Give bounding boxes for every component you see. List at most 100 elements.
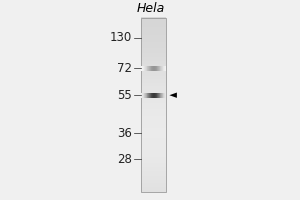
Bar: [141, 54, 167, 56]
Bar: [141, 91, 167, 93]
Bar: [158, 93, 159, 98]
Bar: [145, 66, 146, 71]
Bar: [141, 62, 167, 64]
Bar: [154, 66, 155, 71]
Bar: [156, 93, 157, 98]
Bar: [141, 159, 167, 161]
Bar: [141, 167, 167, 168]
Bar: [141, 162, 167, 164]
Bar: [141, 181, 167, 183]
Bar: [157, 93, 158, 98]
Text: 36: 36: [117, 127, 132, 140]
Bar: [141, 135, 167, 137]
Bar: [141, 17, 167, 19]
Bar: [159, 93, 160, 98]
Bar: [142, 66, 143, 71]
Bar: [141, 74, 167, 76]
Bar: [141, 58, 167, 60]
Bar: [141, 97, 167, 99]
Bar: [141, 25, 167, 27]
Bar: [141, 123, 167, 125]
Bar: [141, 115, 167, 116]
Bar: [141, 106, 167, 108]
Bar: [141, 35, 167, 37]
Bar: [158, 66, 159, 71]
Bar: [141, 155, 167, 157]
Bar: [162, 66, 163, 71]
Bar: [165, 66, 166, 71]
Bar: [141, 120, 167, 122]
Bar: [141, 41, 167, 42]
Text: 72: 72: [117, 62, 132, 75]
Polygon shape: [169, 93, 177, 98]
Bar: [141, 87, 167, 89]
Bar: [141, 57, 167, 58]
Bar: [141, 174, 167, 176]
Bar: [141, 151, 167, 153]
Bar: [141, 99, 167, 100]
Bar: [141, 172, 167, 174]
Bar: [141, 83, 167, 84]
Bar: [141, 109, 167, 111]
Bar: [141, 157, 167, 158]
Bar: [160, 93, 161, 98]
Bar: [141, 73, 167, 74]
Bar: [141, 28, 167, 29]
Bar: [141, 48, 167, 50]
Bar: [141, 55, 167, 57]
Bar: [141, 180, 167, 182]
Bar: [141, 143, 167, 145]
Bar: [141, 42, 167, 44]
Bar: [146, 93, 147, 98]
Text: 55: 55: [117, 89, 132, 102]
Bar: [141, 188, 167, 190]
Bar: [141, 175, 167, 177]
Bar: [141, 71, 167, 73]
Text: Hela: Hela: [136, 2, 165, 15]
Bar: [155, 93, 156, 98]
Bar: [153, 93, 154, 98]
Bar: [164, 93, 165, 98]
Bar: [164, 66, 165, 71]
Bar: [152, 66, 153, 71]
Bar: [141, 161, 167, 163]
Bar: [157, 66, 158, 71]
Bar: [141, 36, 167, 38]
Bar: [141, 46, 167, 48]
Text: 28: 28: [117, 153, 132, 166]
Bar: [152, 93, 153, 98]
Bar: [141, 67, 167, 69]
Bar: [141, 187, 167, 189]
Bar: [153, 66, 154, 71]
Bar: [161, 66, 162, 71]
Bar: [141, 65, 167, 67]
Bar: [141, 132, 167, 134]
Bar: [155, 66, 156, 71]
Bar: [141, 19, 167, 21]
Bar: [141, 80, 167, 82]
Bar: [141, 126, 167, 128]
Bar: [141, 158, 167, 160]
Bar: [141, 93, 142, 98]
Bar: [141, 170, 167, 171]
Bar: [165, 93, 166, 98]
Bar: [141, 22, 167, 24]
Bar: [141, 184, 167, 186]
Bar: [141, 190, 167, 192]
Bar: [161, 93, 162, 98]
Bar: [141, 52, 167, 54]
Bar: [141, 90, 167, 92]
Bar: [146, 66, 147, 71]
Bar: [141, 59, 167, 61]
Bar: [141, 133, 167, 135]
Bar: [150, 66, 151, 71]
Bar: [141, 164, 167, 166]
Bar: [141, 49, 167, 51]
Bar: [149, 93, 150, 98]
Bar: [144, 93, 145, 98]
Bar: [141, 141, 167, 142]
Bar: [141, 145, 167, 147]
Bar: [141, 20, 167, 22]
Bar: [141, 61, 167, 63]
Bar: [145, 93, 146, 98]
